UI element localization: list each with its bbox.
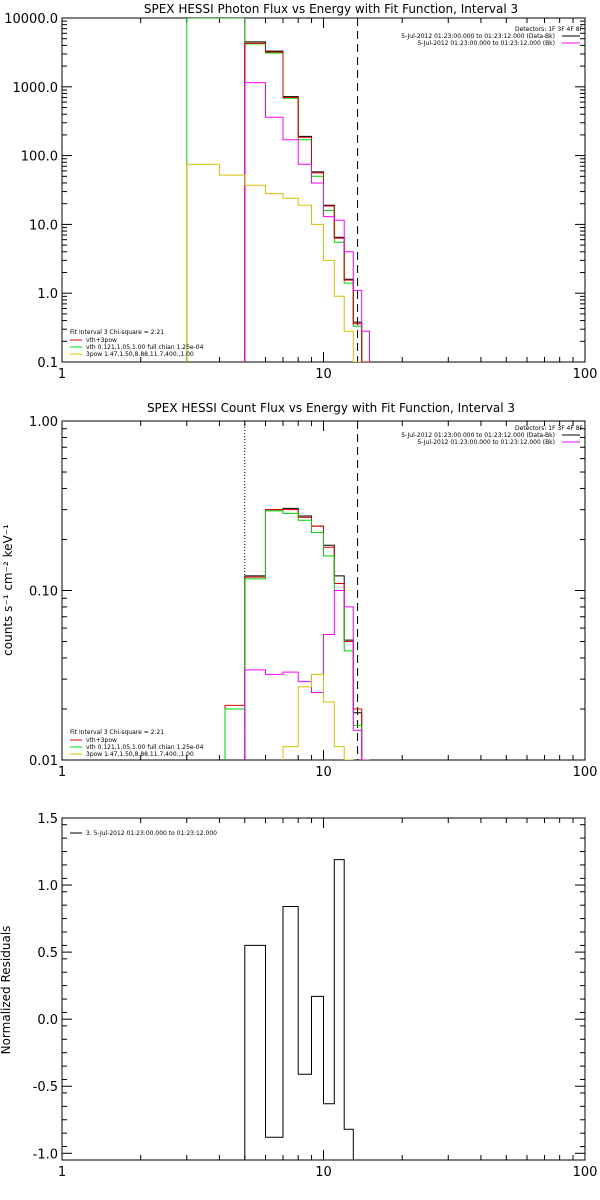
- panel2-header-2: 5-Jul-2012 01:23:00.000 to 01:23:12.000 …: [417, 439, 555, 446]
- series-line-2: [244, 42, 370, 362]
- x-tick-label: 100: [573, 765, 598, 780]
- series-group: [244, 859, 354, 1160]
- y-tick-label: 0.1: [37, 356, 58, 371]
- axes-frame: [61, 420, 586, 761]
- x-tick-label: 10: [315, 1165, 332, 1180]
- panel1-title: SPEX HESSI Photon Flux vs Energy with Fi…: [144, 2, 518, 16]
- panel3-ylabel: Normalized Residuals: [0, 926, 13, 1055]
- series-line-0: [244, 859, 354, 1160]
- panel2-ylabel: counts s⁻¹ cm⁻² keV⁻¹: [1, 524, 15, 656]
- x-tick-label: 1: [58, 1165, 66, 1180]
- series-line-4: [282, 673, 354, 760]
- panel1-legend-0: vth+3pow: [86, 337, 117, 344]
- series-line-2: [224, 510, 370, 760]
- panel1-header-0: Detectors: 1F 3F 4F 8F: [515, 26, 584, 33]
- panel2-legend-0: vth+3pow: [86, 737, 117, 744]
- panel1-legend-title: Fit Interval 3 Chi-square = 2.21: [70, 329, 164, 336]
- series-group: [224, 507, 370, 760]
- series-line-1: [224, 509, 363, 760]
- y-tick-label: 1.5: [37, 812, 58, 827]
- panel2-plot: 1 10 100 0.01 0.10 1.00: [29, 415, 597, 780]
- y-tick-label: 1000.0: [13, 81, 59, 96]
- panel1-header-1: 5-Jul-2012 01:23:00.000 to 01:23:12.000 …: [401, 33, 555, 40]
- series-line-0: [244, 41, 370, 362]
- y-tick-label: 1.0: [37, 287, 58, 302]
- panel3-plot: 1 10 100 -1.0 -0.5 0.0 0.5 1.0 1.5: [33, 812, 598, 1180]
- panel1-legend-1: vth 0.121,1.05,1.00 full chian 1.25e-04: [86, 344, 204, 351]
- series-line-3: [244, 82, 370, 362]
- series-group: [186, 18, 370, 362]
- panel1-plot: 1 10 100 0.1 1.0 10.0 100.0 1000.0 10000.0: [4, 12, 597, 382]
- y-tick-label: 0.5: [37, 946, 58, 961]
- panel2-legend-1: vth 0.121,1.05,1.00 full chian 1.25e-04: [86, 744, 204, 751]
- axes-frame: [61, 817, 586, 1161]
- y-tick-label: 0.0: [37, 1013, 58, 1028]
- x-tick-label: 100: [573, 1165, 598, 1180]
- panel2-header-1: 5-Jul-2012 01:23:00.000 to 01:23:12.000 …: [401, 432, 555, 439]
- x-tick-label: 10: [315, 765, 332, 780]
- series-line-1: [186, 18, 370, 362]
- series-line-3: [244, 590, 370, 760]
- y-tick-label: 0.01: [29, 754, 58, 769]
- panel1-header-2: 5-Jul-2012 01:23:00.000 to 01:23:12.000 …: [417, 40, 555, 47]
- y-tick-label: 10000.0: [4, 12, 58, 27]
- panel2-title: SPEX HESSI Count Flux vs Energy with Fit…: [147, 401, 515, 415]
- series-line-4: [186, 163, 362, 362]
- y-tick-label: 0.10: [29, 585, 58, 600]
- x-tick-label: 10: [315, 367, 332, 382]
- panel2-legend-title: Fit Interval 3 Chi-square = 2.21: [70, 729, 164, 736]
- y-tick-label: 10.0: [29, 218, 58, 233]
- x-tick-label: 1: [58, 367, 66, 382]
- y-tick-label: 1.00: [29, 415, 58, 430]
- y-tick-label: -0.5: [33, 1080, 58, 1095]
- panel2-header-0: Detectors: 1F 3F 4F 8F: [515, 425, 584, 432]
- y-tick-label: 1.0: [37, 879, 58, 894]
- panel1-legend-2: 3pow 1.47,1.50,8.88,11.7,400.,1.00: [86, 351, 194, 358]
- x-tick-label: 1: [58, 765, 66, 780]
- panel2-legend-2: 3pow 1.47,1.50,8.88,11.7,400.,1.00: [86, 751, 194, 758]
- x-tick-label: 100: [573, 367, 598, 382]
- y-tick-label: 100.0: [21, 150, 58, 165]
- y-tick-label: -1.0: [33, 1147, 58, 1162]
- panel3-legend-0: 3. 5-Jul-2012 01:23:00.000 to 01:23:12.0…: [86, 830, 217, 837]
